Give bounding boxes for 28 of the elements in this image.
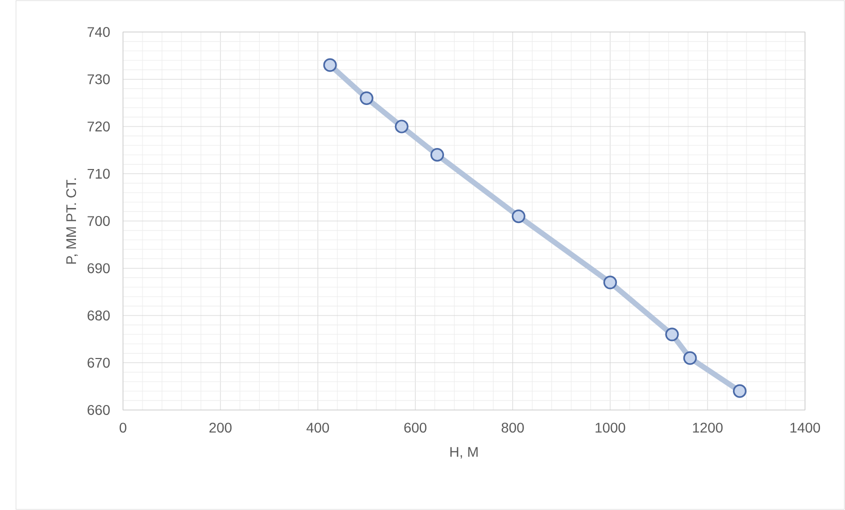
x-tick-label: 200 [209,422,232,433]
y-tick-label: 740 [88,27,110,37]
y-tick-label: 730 [88,74,110,84]
point [732,384,747,398]
point [394,120,408,134]
y-tick-label: 690 [88,263,110,274]
point [430,148,444,162]
point [603,276,617,290]
x-tick-label: 600 [404,422,426,433]
x-axis-title: H, M [450,447,478,459]
point [360,91,374,105]
x-tick-label: 800 [502,422,524,433]
x-tick-label: 1400 [790,422,820,433]
point [683,351,697,365]
y-tick-label: 700 [88,216,110,226]
point [512,209,526,224]
y-tick-label: 660 [88,405,110,415]
y-tick-label: 670 [88,358,110,368]
x-tick-label: 1200 [693,422,723,433]
x-tick-label: 0 [120,422,126,433]
point [665,328,679,342]
y-tick-label: 720 [88,122,110,132]
x-tick-label: 400 [306,422,329,433]
y-tick-label: 710 [88,168,110,179]
x-tick-label: 1000 [596,422,626,433]
y-tick-label: 680 [88,310,110,320]
y-axis-title: P, MM PT. CT. [66,178,78,264]
point [323,58,337,72]
